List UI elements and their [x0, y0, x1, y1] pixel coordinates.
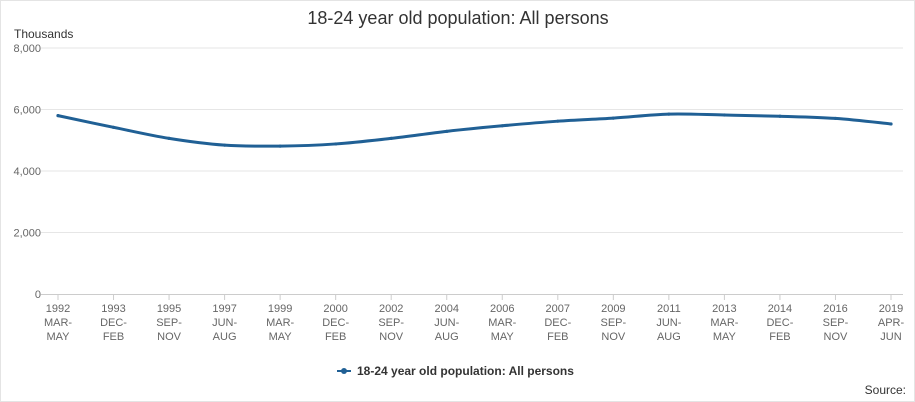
x-tick-label: DEC-: [100, 317, 127, 329]
x-tick-label: JUN-: [434, 317, 459, 329]
data-point[interactable]: [445, 129, 449, 133]
x-tick-label: SEP-: [600, 317, 626, 329]
data-point[interactable]: [389, 136, 393, 141]
x-tick-label: 2011: [657, 303, 681, 315]
x-tick-label: 2013: [712, 303, 736, 315]
x-tick-label: DEC-: [544, 317, 571, 329]
x-tick-label: 2019: [879, 303, 903, 315]
x-tick-label: 1997: [212, 303, 236, 315]
data-point[interactable]: [778, 114, 782, 118]
source-label: Source:: [865, 383, 906, 397]
x-tick-label: AUG: [435, 331, 459, 343]
x-tick-label: SEP-: [156, 317, 182, 329]
x-tick-label: MAR-: [710, 317, 738, 329]
x-tick-label: SEP-: [378, 317, 404, 329]
x-tick-label: NOV: [601, 331, 626, 343]
data-point[interactable]: [667, 112, 671, 116]
x-tick-label: 2014: [768, 303, 792, 315]
y-tick-label: 4,000: [13, 166, 41, 178]
data-point[interactable]: [167, 136, 171, 141]
x-tick-label: 2006: [490, 303, 514, 315]
x-tick-label: NOV: [379, 331, 404, 343]
x-tick-label: 2002: [379, 303, 403, 315]
legend-swatch-marker: [341, 368, 347, 374]
y-axis-ticks: 0 2,000 4,000 6,000 8,000: [13, 43, 41, 301]
chart-title: 18-24 year old population: All persons: [307, 8, 608, 28]
x-tick-label: 1993: [101, 303, 125, 315]
legend[interactable]: 18-24 year old population: All persons: [337, 364, 574, 378]
x-tick-label: DEC-: [766, 317, 793, 329]
data-point[interactable]: [111, 125, 116, 129]
x-tick-label: 2016: [823, 303, 847, 315]
y-unit-label: Thousands: [14, 27, 73, 41]
data-point[interactable]: [56, 114, 60, 118]
x-tick-label: JUN-: [212, 317, 237, 329]
x-tick-label: DEC-: [322, 317, 349, 329]
data-point[interactable]: [500, 124, 504, 128]
x-tick-label: 2004: [434, 303, 458, 315]
y-tick-label: 0: [35, 289, 41, 301]
x-tick-label: MAY: [713, 331, 737, 343]
x-tick-label: 1992: [46, 303, 70, 315]
data-point[interactable]: [889, 122, 893, 126]
x-tick-label: SEP-: [823, 317, 849, 329]
y-tick-label: 2,000: [13, 228, 41, 240]
data-point[interactable]: [278, 144, 282, 148]
x-tick-label: NOV: [157, 331, 182, 343]
y-tick-label: 6,000: [13, 105, 41, 117]
x-tick-label: JUN: [880, 331, 901, 343]
x-tick-label: MAR-: [44, 317, 72, 329]
data-point[interactable]: [722, 113, 727, 117]
gridlines: [41, 47, 903, 233]
x-tick-label: NOV: [824, 331, 849, 343]
x-tick-label: AUG: [213, 331, 237, 343]
x-tick-label: MAY: [491, 331, 515, 343]
data-point[interactable]: [556, 119, 560, 123]
y-tick-label: 8,000: [13, 43, 41, 55]
x-tick-label: MAY: [269, 331, 293, 343]
x-tick-label: MAR-: [266, 317, 294, 329]
data-point[interactable]: [223, 143, 227, 147]
x-tick-label: 2007: [546, 303, 570, 315]
x-tick-label: APR-: [878, 317, 905, 329]
x-tick-label: 1999: [268, 303, 292, 315]
data-point[interactable]: [334, 142, 338, 146]
x-tick-label: 2009: [601, 303, 625, 315]
x-tick-label: FEB: [325, 331, 346, 343]
legend-label: 18-24 year old population: All persons: [357, 364, 574, 378]
x-tick-label: JUN-: [656, 317, 681, 329]
x-tick-label: MAR-: [488, 317, 516, 329]
x-tick-label: MAY: [46, 331, 70, 343]
data-point[interactable]: [833, 116, 838, 121]
data-point[interactable]: [611, 116, 615, 120]
x-tick-label: 2000: [323, 303, 347, 315]
series-line[interactable]: [56, 112, 893, 148]
x-tick-label: FEB: [769, 331, 790, 343]
x-tick-label: 1995: [157, 303, 181, 315]
x-tick-label: FEB: [103, 331, 124, 343]
x-tick-label: AUG: [657, 331, 681, 343]
series-layer: [56, 112, 893, 148]
x-axis-ticks: 1992 MAR- MAY 1993 DEC- FEB 1995 SEP- NOV 1997 JUN…: [44, 294, 905, 343]
x-tick-label: FEB: [547, 331, 568, 343]
